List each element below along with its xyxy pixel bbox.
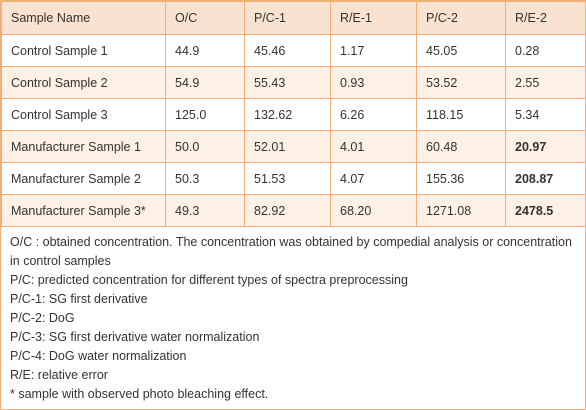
cell-pc-1: 51.53 (244, 162, 331, 195)
cell-sample-name: Control Sample 1 (1, 34, 166, 67)
cell-oc: 125.0 (165, 98, 245, 131)
cell-sample-name: Control Sample 2 (1, 66, 166, 99)
cell-re-2: 2.55 (505, 66, 586, 99)
cell-pc-1: 45.46 (244, 34, 331, 67)
footnote-pc-3: P/C-3: SG first derivative water normali… (10, 330, 260, 344)
header-oc: O/C (165, 1, 245, 35)
cell-sample-name: Manufacturer Sample 1 (1, 130, 166, 163)
cell-oc: 54.9 (165, 66, 245, 99)
cell-re-1: 1.17 (330, 34, 417, 67)
cell-re-2: 208.87 (505, 162, 586, 195)
cell-pc-2: 45.05 (416, 34, 506, 67)
cell-re-2: 2478.5 (505, 194, 586, 227)
cell-re-1: 0.93 (330, 66, 417, 99)
footnote-pc-2: P/C-2: DoG (10, 311, 75, 325)
header-sample-name: Sample Name (1, 1, 166, 35)
cell-pc-1: 52.01 (244, 130, 331, 163)
footnote-oc: O/C : obtained concentration. The concen… (10, 235, 572, 268)
footnote-re: R/E: relative error (10, 368, 108, 382)
cell-pc-2: 155.36 (416, 162, 506, 195)
cell-pc-2: 60.48 (416, 130, 506, 163)
cell-pc-2: 118.15 (416, 98, 506, 131)
results-table: Sample Name O/C P/C-1 R/E-1 P/C-2 R/E-2 … (1, 1, 586, 227)
cell-re-2: 20.97 (505, 130, 586, 163)
table-row: Control Sample 3 125.0 132.62 6.26 118.1… (1, 98, 586, 131)
footnote-pc-4: P/C-4: DoG water normalization (10, 349, 187, 363)
footnote-asterisk: * sample with observed photo bleaching e… (10, 387, 269, 401)
cell-re-2: 0.28 (505, 34, 586, 67)
cell-pc-1: 132.62 (244, 98, 331, 131)
header-pc-2: P/C-2 (416, 1, 506, 35)
cell-re-1: 6.26 (330, 98, 417, 131)
header-re-2: R/E-2 (505, 1, 586, 35)
cell-pc-1: 82.92 (244, 194, 331, 227)
footnote-pc-1: P/C-1: SG first derivative (10, 292, 148, 306)
cell-sample-name: Control Sample 3 (1, 98, 166, 131)
cell-oc: 50.3 (165, 162, 245, 195)
cell-oc: 50.0 (165, 130, 245, 163)
cell-re-2: 5.34 (505, 98, 586, 131)
cell-re-1: 4.07 (330, 162, 417, 195)
cell-oc: 44.9 (165, 34, 245, 67)
table-row: Manufacturer Sample 2 50.3 51.53 4.07 15… (1, 162, 586, 195)
table-footnotes: O/C : obtained concentration. The concen… (1, 227, 585, 404)
table-row: Manufacturer Sample 3* 49.3 82.92 68.20 … (1, 194, 586, 227)
cell-pc-2: 1271.08 (416, 194, 506, 227)
cell-pc-2: 53.52 (416, 66, 506, 99)
cell-sample-name: Manufacturer Sample 2 (1, 162, 166, 195)
table-row: Control Sample 1 44.9 45.46 1.17 45.05 0… (1, 34, 586, 67)
cell-pc-1: 55.43 (244, 66, 331, 99)
header-re-1: R/E-1 (330, 1, 417, 35)
cell-oc: 49.3 (165, 194, 245, 227)
table-row: Manufacturer Sample 1 50.0 52.01 4.01 60… (1, 130, 586, 163)
cell-re-1: 4.01 (330, 130, 417, 163)
table-row: Control Sample 2 54.9 55.43 0.93 53.52 2… (1, 66, 586, 99)
header-pc-1: P/C-1 (244, 1, 331, 35)
cell-sample-name: Manufacturer Sample 3* (1, 194, 166, 227)
table-header-row: Sample Name O/C P/C-1 R/E-1 P/C-2 R/E-2 (1, 1, 586, 35)
footnote-pc: P/C: predicted concentration for differe… (10, 273, 408, 287)
cell-re-1: 68.20 (330, 194, 417, 227)
